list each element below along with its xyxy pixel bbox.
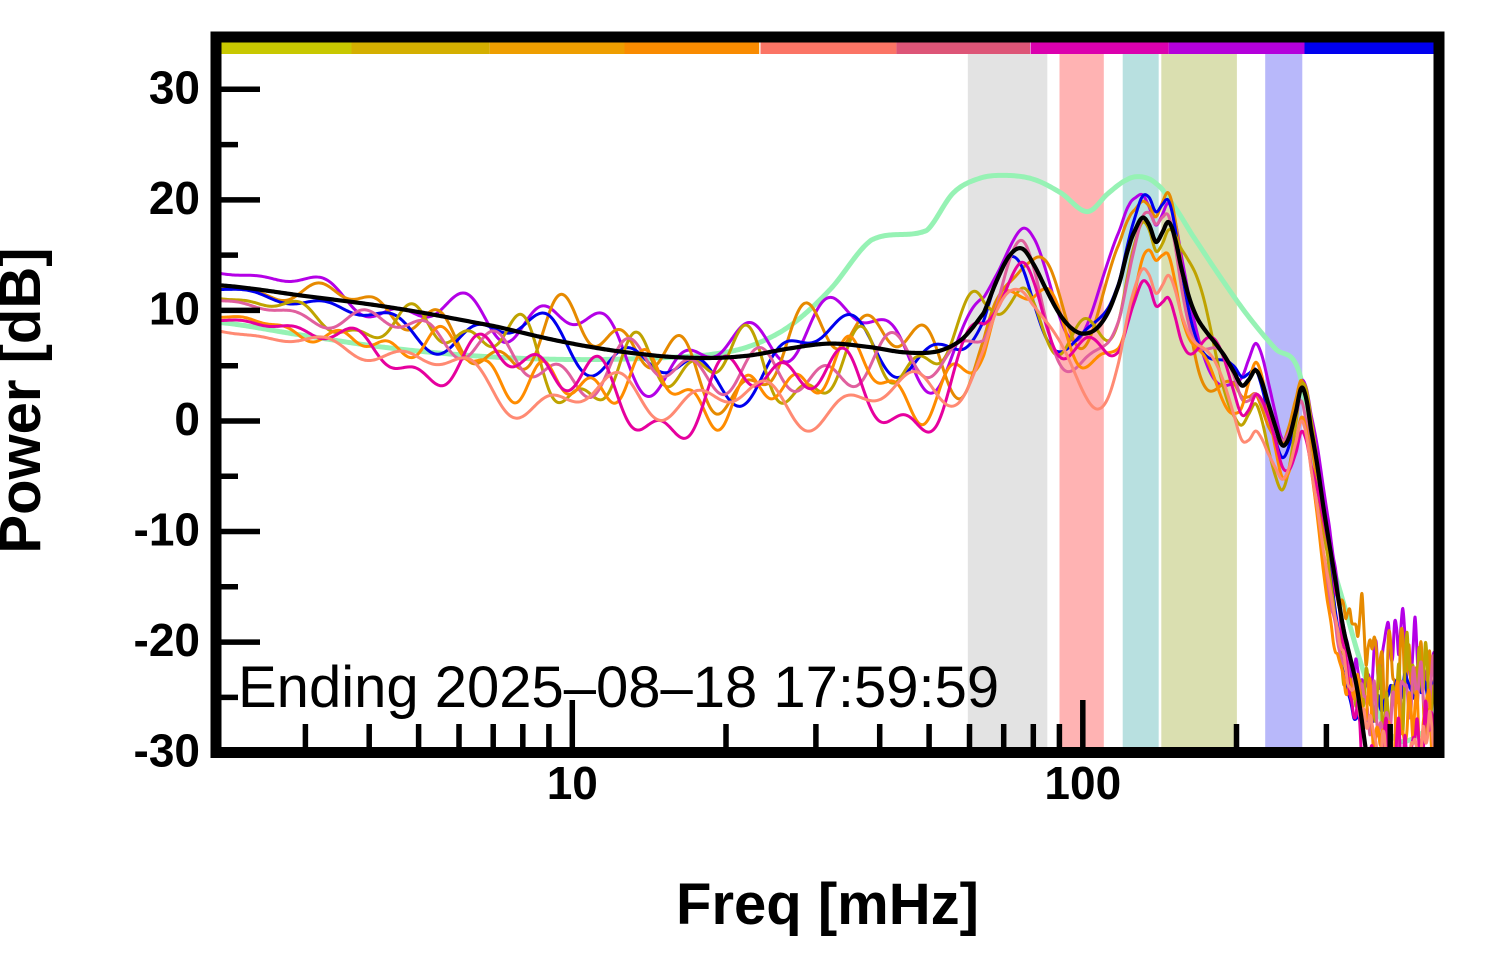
svg-text:10: 10 [149, 282, 200, 334]
svg-text:-20: -20 [134, 614, 200, 666]
svg-text:Ending 2025–08–18 17:59:59: Ending 2025–08–18 17:59:59 [238, 655, 999, 720]
svg-text:10: 10 [547, 757, 598, 809]
svg-text:Freq [mHz]: Freq [mHz] [676, 872, 979, 937]
svg-text:-30: -30 [134, 725, 200, 777]
svg-text:20: 20 [149, 172, 200, 224]
svg-text:30: 30 [149, 61, 200, 113]
svg-text:0: 0 [174, 393, 200, 445]
svg-text:-10: -10 [134, 504, 200, 556]
svg-text:100: 100 [1044, 757, 1121, 809]
svg-text:Power [dB]: Power [dB] [0, 247, 53, 553]
